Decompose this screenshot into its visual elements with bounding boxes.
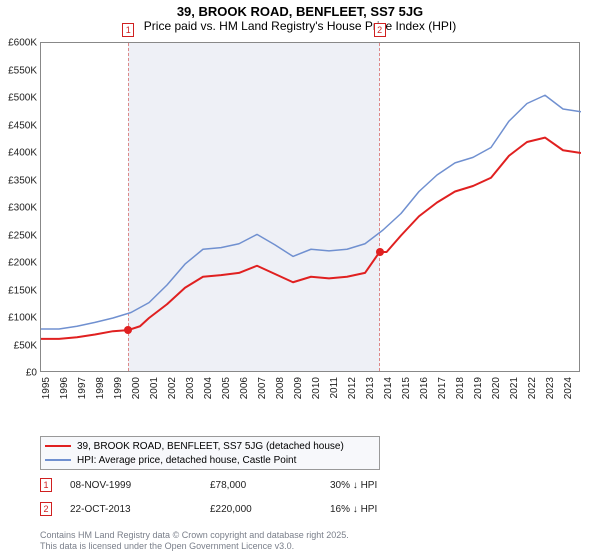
sale-row-2: 2 22-OCT-2013 £220,000 16% ↓ HPI: [40, 502, 570, 516]
sale-delta-2: 16% ↓ HPI: [330, 504, 377, 515]
x-tick-label: 1999: [113, 377, 124, 399]
x-tick-label: 2012: [347, 377, 358, 399]
sale-dot: [124, 326, 132, 334]
x-tick-label: 2016: [419, 377, 430, 399]
y-tick-label: £350K: [0, 175, 37, 186]
footnote-line1: Contains HM Land Registry data © Crown c…: [40, 530, 580, 541]
y-tick-label: £550K: [0, 65, 37, 76]
x-tick-label: 2023: [545, 377, 556, 399]
title-block: 39, BROOK ROAD, BENFLEET, SS7 5JG Price …: [0, 0, 600, 33]
x-tick-label: 2019: [473, 377, 484, 399]
y-tick-label: £250K: [0, 230, 37, 241]
legend: 39, BROOK ROAD, BENFLEET, SS7 5JG (detac…: [40, 436, 380, 470]
x-tick-label: 2000: [131, 377, 142, 399]
y-tick-label: £100K: [0, 313, 37, 324]
x-tick-label: 2022: [527, 377, 538, 399]
x-tick-label: 2003: [185, 377, 196, 399]
legend-swatch-subject: [45, 445, 71, 447]
y-tick-label: £150K: [0, 285, 37, 296]
x-tick-label: 2006: [239, 377, 250, 399]
x-tick-label: 2017: [437, 377, 448, 399]
y-tick-label: £50K: [0, 340, 37, 351]
y-tick-label: £300K: [0, 203, 37, 214]
x-tick-label: 2009: [293, 377, 304, 399]
chart-subtitle: Price paid vs. HM Land Registry's House …: [0, 19, 600, 33]
y-tick-label: £200K: [0, 258, 37, 269]
x-tick-label: 2005: [221, 377, 232, 399]
chart-title: 39, BROOK ROAD, BENFLEET, SS7 5JG: [0, 4, 600, 19]
footnote-line2: This data is licensed under the Open Gov…: [40, 541, 580, 552]
footnote: Contains HM Land Registry data © Crown c…: [40, 530, 580, 552]
x-tick-label: 2021: [509, 377, 520, 399]
legend-label-subject: 39, BROOK ROAD, BENFLEET, SS7 5JG (detac…: [77, 441, 344, 452]
sale-price-1: £78,000: [210, 480, 330, 491]
sale-date-2: 22-OCT-2013: [70, 504, 210, 515]
legend-row-hpi: HPI: Average price, detached house, Cast…: [45, 453, 375, 467]
plot-area: £0£50K£100K£150K£200K£250K£300K£350K£400…: [40, 42, 580, 372]
x-tick-label: 2015: [401, 377, 412, 399]
y-tick-label: £0: [0, 368, 37, 379]
sale-delta-1: 30% ↓ HPI: [330, 480, 377, 491]
y-tick-label: £500K: [0, 93, 37, 104]
sale-dot: [376, 248, 384, 256]
sale-date-1: 08-NOV-1999: [70, 480, 210, 491]
x-tick-label: 2008: [275, 377, 286, 399]
series-subject: [41, 138, 581, 339]
legend-label-hpi: HPI: Average price, detached house, Cast…: [77, 455, 296, 466]
y-tick-label: £600K: [0, 38, 37, 49]
x-tick-label: 2001: [149, 377, 160, 399]
x-tick-label: 1997: [77, 377, 88, 399]
x-tick-label: 2014: [383, 377, 394, 399]
x-tick-label: 2018: [455, 377, 466, 399]
x-tick-label: 2011: [329, 377, 340, 399]
x-tick-label: 1996: [59, 377, 70, 399]
x-tick-label: 2013: [365, 377, 376, 399]
marker-box-2: 2: [374, 23, 386, 37]
sale-marker-2: 2: [40, 502, 52, 516]
legend-row-subject: 39, BROOK ROAD, BENFLEET, SS7 5JG (detac…: [45, 439, 375, 453]
series-hpi: [41, 95, 581, 329]
x-tick-label: 2007: [257, 377, 268, 399]
x-tick-label: 1998: [95, 377, 106, 399]
y-tick-label: £450K: [0, 120, 37, 131]
plot-wrap: £0£50K£100K£150K£200K£250K£300K£350K£400…: [40, 42, 580, 402]
sale-row-1: 1 08-NOV-1999 £78,000 30% ↓ HPI: [40, 478, 570, 492]
x-tick-label: 2004: [203, 377, 214, 399]
x-tick-label: 2010: [311, 377, 322, 399]
marker-box-1: 1: [122, 23, 134, 37]
chart-lines: [41, 43, 581, 373]
legend-swatch-hpi: [45, 459, 71, 461]
x-tick-label: 2002: [167, 377, 178, 399]
x-tick-label: 2024: [563, 377, 574, 399]
x-tick-label: 1995: [41, 377, 52, 399]
y-tick-label: £400K: [0, 148, 37, 159]
sale-marker-1: 1: [40, 478, 52, 492]
x-tick-label: 2020: [491, 377, 502, 399]
sale-price-2: £220,000: [210, 504, 330, 515]
